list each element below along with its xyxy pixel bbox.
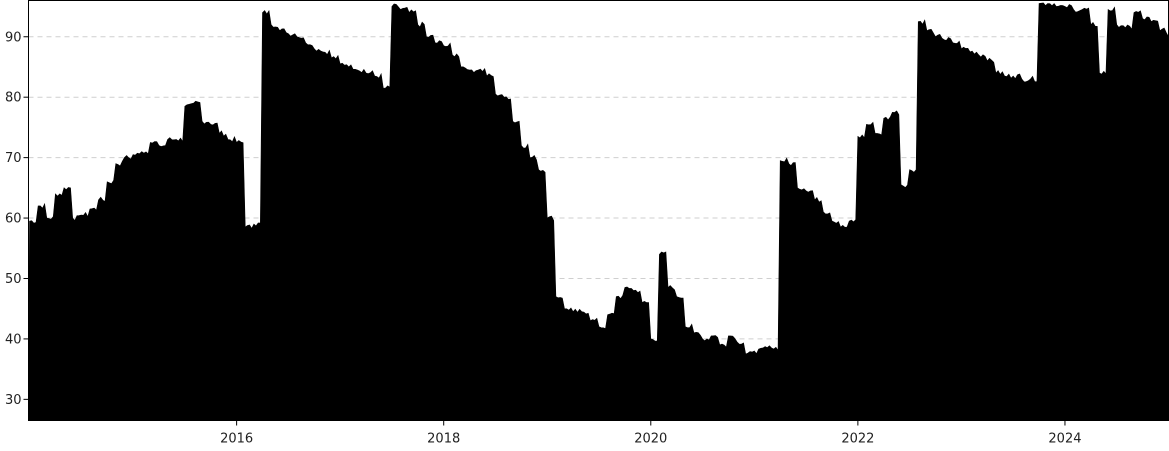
x-tick-label: 2024 bbox=[1048, 432, 1081, 447]
x-tick-label: 2016 bbox=[220, 432, 253, 447]
y-tick-label: 80 bbox=[5, 91, 22, 106]
series-area bbox=[28, 2, 1169, 421]
x-axis: 2016 2018 2020 2022 2024 bbox=[220, 420, 1082, 447]
x-tick-label: 2020 bbox=[634, 432, 667, 447]
series-area-group bbox=[28, 2, 1169, 421]
y-tick-label: 70 bbox=[5, 151, 22, 166]
y-axis: 30 40 50 60 70 80 90 bbox=[5, 30, 29, 408]
y-tick-label: 90 bbox=[5, 30, 22, 45]
y-tick-label: 30 bbox=[5, 393, 22, 408]
x-tick-label: 2022 bbox=[841, 432, 874, 447]
x-tick-label: 2018 bbox=[427, 432, 460, 447]
y-tick-label: 60 bbox=[5, 212, 22, 227]
y-tick-label: 50 bbox=[5, 272, 22, 287]
y-tick-label: 40 bbox=[5, 332, 22, 347]
